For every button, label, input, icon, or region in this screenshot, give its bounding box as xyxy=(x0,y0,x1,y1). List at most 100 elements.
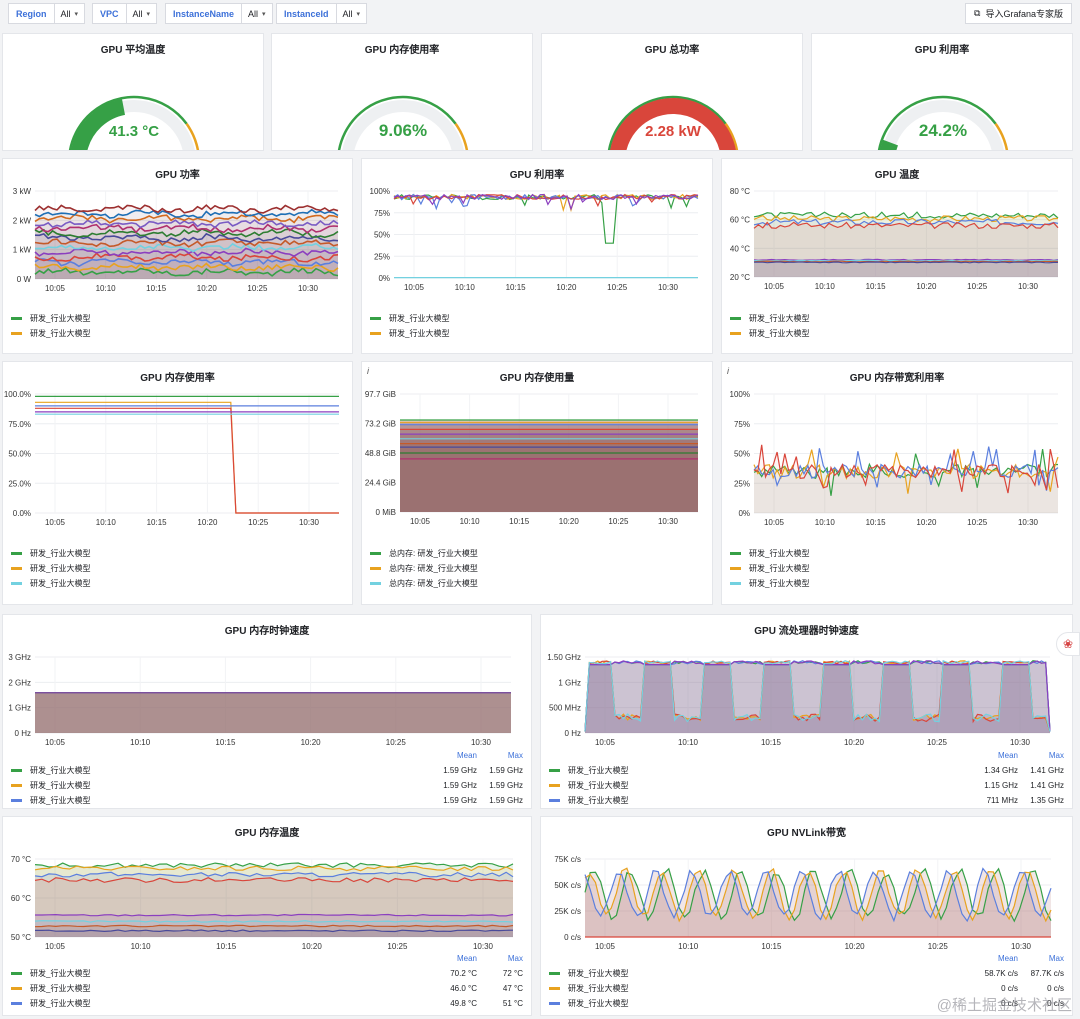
series-line xyxy=(34,267,339,277)
x-tick-label: 10:15 xyxy=(866,282,887,291)
panel-gpu-mem-bandwidth[interactable]: i GPU 内存带宽利用率 100% 75% 50% 25% 0% 10:05 10:10 1… xyxy=(721,361,1073,605)
legend-item[interactable]: 研发_行业大模型 xyxy=(730,576,1064,591)
filter-instanceid[interactable]: InstanceId All ▾ xyxy=(276,3,368,24)
series-area xyxy=(754,259,1058,277)
legend-item[interactable]: 研发_行业大模型 58.7K c/s 87.7K c/s xyxy=(549,966,1064,981)
filter-region-select[interactable]: All ▾ xyxy=(53,3,86,24)
panel-gpu-power[interactable]: GPU 功率 3 kW 2 kW 1 kW 0 W 10:05 10:10 10:15 10:… xyxy=(2,158,353,354)
timeseries-chart: 100% 75% 50% 25% 0% 10:05 10:10 10:15 10:20 10:25… xyxy=(370,187,699,292)
filter-instancename-select[interactable]: All ▾ xyxy=(241,3,273,24)
legend-swatch xyxy=(11,987,22,990)
legend-label: 研发_行业大模型 xyxy=(749,579,810,588)
assistant-icon[interactable]: ❀ xyxy=(1056,632,1080,656)
panel-title: GPU 功率 xyxy=(155,170,200,181)
legend-header: Mean Max xyxy=(11,954,523,966)
x-tick-label: 10:15 xyxy=(146,284,167,293)
panel-title: GPU 内存使用率 xyxy=(364,45,440,56)
filter-vpc[interactable]: VPC All ▾ xyxy=(92,3,158,24)
legend-label: 研发_行业大模型 xyxy=(30,549,91,558)
legend-item[interactable]: 研发_行业大模型 1.15 GHz 1.41 GHz xyxy=(549,778,1064,793)
legend-mean-header[interactable]: Mean xyxy=(456,954,477,963)
x-tick-label: 10:10 xyxy=(678,942,699,951)
legend-max-header[interactable]: Max xyxy=(1048,751,1064,760)
panel-gpu-mem-usage-rate-ts[interactable]: GPU 内存使用率 100.0% 75.0% 50.0% 25.0% 0.0% 10:05… xyxy=(2,361,353,605)
legend-mean-header[interactable]: Mean xyxy=(456,751,477,760)
y-tick-label: 20 °C xyxy=(730,273,750,282)
filter-instancename[interactable]: InstanceName All ▾ xyxy=(165,3,273,24)
filter-instanceid-select[interactable]: All ▾ xyxy=(335,3,368,24)
legend-mean-header[interactable]: Mean xyxy=(997,954,1018,963)
panel-gpu-mem-used[interactable]: i GPU 内存使用量 97.7 GiB 73.2 GiB 48.8 GiB 24.4… xyxy=(361,361,713,605)
filter-region[interactable]: Region All ▾ xyxy=(8,3,86,24)
legend-item[interactable]: 研发_行业大模型 xyxy=(11,561,344,576)
legend: 研发_行业大模型 研发_行业大模型 xyxy=(370,311,704,341)
series-area xyxy=(400,419,698,512)
x-tick-label: 10:20 xyxy=(916,282,937,291)
info-icon[interactable]: i xyxy=(367,366,369,376)
legend-item[interactable]: 研发_行业大模型 0 c/s 0 c/s xyxy=(549,981,1064,996)
legend-max-header[interactable]: Max xyxy=(1048,954,1064,963)
legend-item[interactable]: 研发_行业大模型 49.8 °C 51 °C xyxy=(11,996,523,1011)
legend-item[interactable]: 研发_行业大模型 46.0 °C 47 °C xyxy=(11,981,523,996)
y-tick-label: 1 GHz xyxy=(8,704,31,713)
panel-gpu-sm-clock[interactable]: GPU 流处理器时钟速度 1.50 GHz 1 GHz 500 MHz 0 Hz 10:… xyxy=(540,614,1073,809)
legend-item[interactable]: 研发_行业大模型 xyxy=(730,326,1064,341)
series-line xyxy=(34,865,514,872)
timeseries-chart: 97.7 GiB 73.2 GiB 48.8 GiB 24.4 GiB 0 MiB 10:… xyxy=(365,390,698,526)
legend-item[interactable]: 研发_行业大模型 1.34 GHz 1.41 GHz xyxy=(549,763,1064,778)
panel-gpu-mem-clock[interactable]: GPU 内存时钟速度 3 GHz 2 GHz 1 GHz 0 Hz 10:05 10:10… xyxy=(2,614,532,809)
series-line xyxy=(34,862,514,869)
y-tick-label: 50% xyxy=(734,450,750,459)
legend-mean: 49.8 °C xyxy=(450,999,477,1008)
legend-item[interactable]: 研发_行业大模型 xyxy=(11,546,344,561)
legend-swatch xyxy=(730,567,741,570)
legend-item[interactable]: 总内存: 研发_行业大模型 xyxy=(370,561,704,576)
import-grafana-button[interactable]: ⧉ 导入Grafana专家版 xyxy=(965,3,1072,24)
legend-item[interactable]: 研发_行业大模型 xyxy=(730,561,1064,576)
import-grafana-label: 导入Grafana专家版 xyxy=(985,9,1063,19)
legend-item[interactable]: 研发_行业大模型 xyxy=(730,311,1064,326)
legend-item[interactable]: 研发_行业大模型 0 c/s 0 c/s xyxy=(549,996,1064,1011)
series-area xyxy=(585,660,1050,733)
legend-max: 1.41 GHz xyxy=(1030,781,1064,790)
x-tick-label: 10:30 xyxy=(1018,518,1039,527)
legend-max: 1.59 GHz xyxy=(489,766,523,775)
series-line xyxy=(753,444,1059,494)
legend-item[interactable]: 研发_行业大模型 70.2 °C 72 °C xyxy=(11,966,523,981)
legend-mean-header[interactable]: Mean xyxy=(997,751,1018,760)
legend-item[interactable]: 研发_行业大模型 xyxy=(11,311,344,326)
panel-gpu-utilization-gauge[interactable]: GPU 利用率 24.2% xyxy=(811,33,1073,151)
panel-gpu-mem-usage-rate[interactable]: GPU 内存使用率 9.06% xyxy=(271,33,533,151)
panel-gpu-avg-temp[interactable]: GPU 平均温度 41.3 °C xyxy=(2,33,264,151)
info-icon[interactable]: i xyxy=(727,366,729,376)
x-tick-label: 10:15 xyxy=(215,738,236,747)
series-line xyxy=(34,247,339,258)
legend-swatch xyxy=(730,582,741,585)
panel-gpu-temperature[interactable]: GPU 温度 80 °C 60 °C 40 °C 20 °C 10:05 10:10 10:… xyxy=(721,158,1073,354)
legend-item[interactable]: 研发_行业大模型 1.59 GHz 1.59 GHz xyxy=(11,763,523,778)
gauge-track xyxy=(73,100,195,150)
legend-item[interactable]: 研发_行业大模型 xyxy=(370,326,704,341)
legend-item[interactable]: 研发_行业大模型 xyxy=(370,311,704,326)
legend-item[interactable]: 总内存: 研发_行业大模型 xyxy=(370,576,704,591)
legend-item[interactable]: 研发_行业大模型 711 MHz 1.35 GHz xyxy=(549,793,1064,808)
legend-label: 研发_行业大模型 xyxy=(749,549,810,558)
legend-item[interactable]: 研发_行业大模型 1.59 GHz 1.59 GHz xyxy=(11,778,523,793)
legend-item[interactable]: 研发_行业大模型 1.59 GHz 1.59 GHz xyxy=(11,793,523,808)
x-tick-label: 10:20 xyxy=(559,517,580,526)
y-tick-label: 75% xyxy=(374,209,390,218)
legend-item[interactable]: 研发_行业大模型 xyxy=(730,546,1064,561)
panel-gpu-total-power[interactable]: GPU 总功率 2.28 kW xyxy=(541,33,803,151)
legend-label: 研发_行业大模型 xyxy=(30,579,91,588)
legend-item[interactable]: 研发_行业大模型 xyxy=(11,576,344,591)
panel-gpu-utilization[interactable]: GPU 利用率 100% 75% 50% 25% 0% 10:05 10:10 10:15 10… xyxy=(361,158,713,354)
legend: 研发_行业大模型 研发_行业大模型 xyxy=(730,311,1064,341)
legend-item[interactable]: 研发_行业大模型 xyxy=(11,326,344,341)
legend-item[interactable]: 总内存: 研发_行业大模型 xyxy=(370,546,704,561)
panel-gpu-nvlink[interactable]: GPU NVLink带宽 75K c/s 50K c/s 25K c/s 0 c/s 1… xyxy=(540,816,1073,1016)
legend-max-header[interactable]: Max xyxy=(507,751,523,760)
filter-vpc-select[interactable]: All ▾ xyxy=(125,3,158,24)
series-area xyxy=(400,429,698,512)
panel-gpu-mem-temp[interactable]: GPU 内存温度 70 °C 60 °C 50 °C 10:05 10:10 10:15 1… xyxy=(2,816,532,1016)
legend-max-header[interactable]: Max xyxy=(507,954,523,963)
